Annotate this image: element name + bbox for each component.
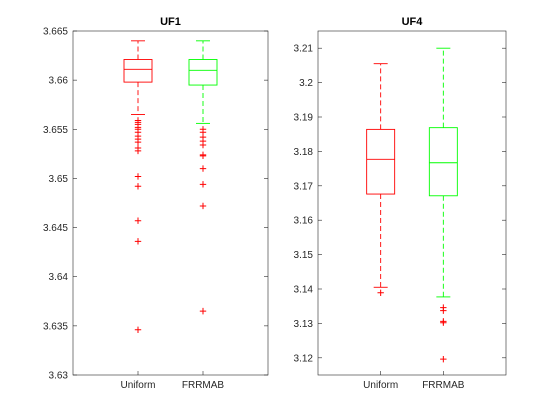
outlier-marker	[199, 307, 207, 315]
chart-panel-0: UF1 3.63 3.635 3.64 3.645 3.65 3.655 3.66 3.665 U…	[43, 16, 269, 391]
y-tick-label: 3.66	[49, 76, 69, 87]
box-series-0	[366, 63, 396, 296]
y-tick-label: 3.635	[43, 321, 68, 332]
y-tick-label: 3.16	[294, 216, 314, 227]
y-tick-label: 3.15	[294, 250, 314, 261]
box-series-1	[188, 40, 218, 315]
iqr-box	[366, 128, 396, 195]
outlier-marker	[440, 355, 447, 363]
outlier-marker	[440, 319, 447, 326]
x-tick-label: Uniform	[363, 380, 398, 391]
chart-title: UF1	[160, 16, 181, 28]
outlier-marker	[199, 202, 207, 210]
axes-frame	[317, 30, 507, 376]
y-tick-label: 3.13	[294, 319, 314, 330]
y-tick-label: 3.2	[299, 78, 313, 89]
outlier-marker	[134, 138, 142, 146]
chart-panel-1: UF4 3.12 3.13 3.14 3.15 3.16 3.17 3.18 3.19 3.2 3.…	[294, 16, 507, 391]
y-tick-label: 3.12	[294, 353, 314, 364]
x-tick-label: Uniform	[120, 380, 155, 391]
x-tick-label: FRRMAB	[422, 380, 465, 391]
y-tick-label: 3.655	[43, 125, 68, 136]
outlier-marker	[199, 152, 207, 160]
outlier-marker	[377, 289, 384, 296]
y-tick-label: 3.645	[43, 223, 68, 234]
y-tick-label: 3.18	[294, 147, 314, 158]
y-tick-label: 3.64	[49, 272, 69, 283]
outlier-marker	[134, 173, 142, 180]
iqr-box	[428, 127, 458, 197]
y-tick-label: 3.665	[43, 27, 68, 38]
outlier-marker	[134, 238, 142, 245]
iqr-box	[188, 59, 218, 86]
y-tick-label: 3.65	[49, 174, 69, 185]
axes-frame	[72, 30, 269, 376]
outlier-marker	[199, 141, 207, 149]
box-series-0	[123, 40, 153, 333]
iqr-box	[123, 59, 153, 83]
box-series-1	[428, 47, 458, 363]
outlier-marker	[134, 326, 142, 333]
y-tick-label: 3.21	[294, 44, 314, 55]
outlier-marker	[134, 183, 142, 190]
outlier-marker	[134, 217, 142, 224]
y-tick-label: 3.14	[294, 285, 314, 296]
outlier-marker	[134, 147, 142, 155]
chart-title: UF4	[402, 16, 424, 28]
y-tick-label: 3.17	[294, 181, 314, 192]
outlier-marker	[440, 307, 447, 314]
outlier-marker	[199, 181, 207, 188]
outlier-marker	[199, 165, 207, 172]
y-tick-label: 3.19	[294, 113, 314, 124]
y-tick-label: 3.63	[49, 371, 69, 382]
x-tick-label: FRRMAB	[182, 380, 225, 391]
